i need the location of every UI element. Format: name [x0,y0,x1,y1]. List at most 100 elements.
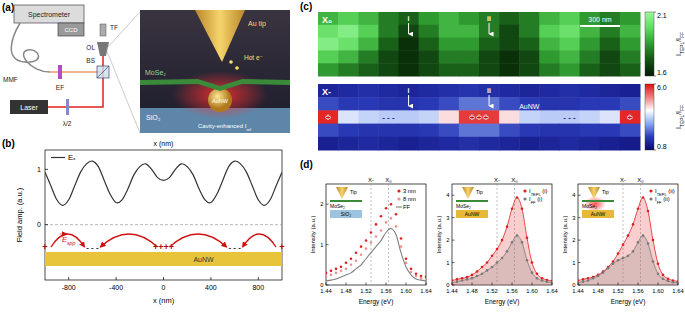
data-point [496,261,499,264]
y-tick-label: 2 [446,237,449,243]
heat-cell [439,137,460,151]
legend-symbol [523,197,526,200]
heat-cell [600,84,621,98]
setup-label: Laser [20,104,38,111]
heat-cell [419,38,440,51]
data-point [647,242,650,245]
heat-cell [560,137,581,151]
x-tick [68,277,69,280]
heat-cell [539,12,560,25]
x-tick [210,277,211,280]
scale-bar-label: 300 nm [588,16,612,23]
data-point [632,223,635,226]
x-tick [638,283,639,286]
axis-title: Energy (eV) [485,298,520,306]
field-arrow [100,234,157,247]
axis-title: x (nm) [153,296,175,305]
data-point [491,255,494,258]
heat-cell [620,38,641,51]
x-tick-label: -400 [109,284,123,291]
data-point [326,276,327,279]
data-point [657,262,660,265]
heat-cell [459,25,480,38]
heat-cell [419,63,440,76]
data-point [335,272,338,275]
data-point [622,257,625,260]
heat-cell [580,97,601,111]
setup-label: EF [56,84,64,91]
x-tick [406,283,407,286]
data-point [637,241,640,244]
data-point [662,277,665,280]
heat-cell [318,124,339,138]
heat-cell [419,25,440,38]
inset-label: AuNW [465,211,480,217]
data-point [420,277,423,280]
data-point [642,196,645,199]
data-point [578,281,579,284]
data-point [461,279,464,282]
vector-arrow [60,234,67,235]
x-tick-label: 800 [252,284,264,291]
text-part: FF [680,105,685,111]
heat-cell [338,63,359,76]
heat-cell [519,63,540,76]
x-tick [326,283,327,286]
heat-cell [399,50,420,63]
charge-label: - - - [563,113,576,122]
heat-cell [560,97,581,111]
data-point [466,276,469,279]
y-tick [452,262,455,263]
data-point [607,267,610,270]
data-point [501,239,504,242]
y-tick [452,240,455,241]
y-tick [326,244,329,245]
x-tick-label: 1.44 [446,288,458,294]
data-point [657,272,660,275]
x-tick-label: 1.60 [400,288,411,294]
data-point [370,241,373,244]
heat-cell [560,84,581,98]
heat-cell [439,12,460,25]
data-point [627,234,630,237]
heat-cell [560,38,581,51]
legend-label: FF [403,204,411,210]
area [452,236,552,285]
inset-label: AuNW [591,211,606,217]
heat-cell [419,124,440,138]
colorbar-tick [654,12,656,13]
charge-label: - - - [228,243,241,252]
data-point [481,272,484,275]
heat-cell [419,84,440,98]
inset-label: Hot e⁻ [244,54,263,61]
panel-label: (d) [300,159,313,170]
x-tick-label: 1.56 [632,288,643,294]
inset-icon: TipMoSe₂AuNW [582,187,614,218]
charge-label: + + + [470,113,489,122]
legend-label: 8 nm [403,196,416,202]
scale-bar [580,25,620,27]
heat-cell [358,124,379,138]
data-point [456,278,459,281]
heat-cell [499,97,520,111]
data-point [355,251,358,254]
plot-area [578,196,678,285]
peak-label: X- [494,177,500,183]
heat-cell [439,50,460,63]
x-tick-label: 1.44 [320,288,332,294]
plot-area [326,203,426,281]
heat-cell [499,12,520,25]
tuning-fork [100,24,106,36]
data-point [330,270,333,273]
position-arrow [489,95,490,106]
nanowire [208,88,232,112]
data-point [511,207,514,210]
peak-marker [371,184,372,285]
y-tick [578,285,581,286]
heat-cell [399,137,420,151]
heat-cell [560,25,581,38]
heat-cell [600,50,621,63]
substrate-icon [456,210,488,218]
heat-cell [338,137,359,151]
heat-cell [459,50,480,63]
